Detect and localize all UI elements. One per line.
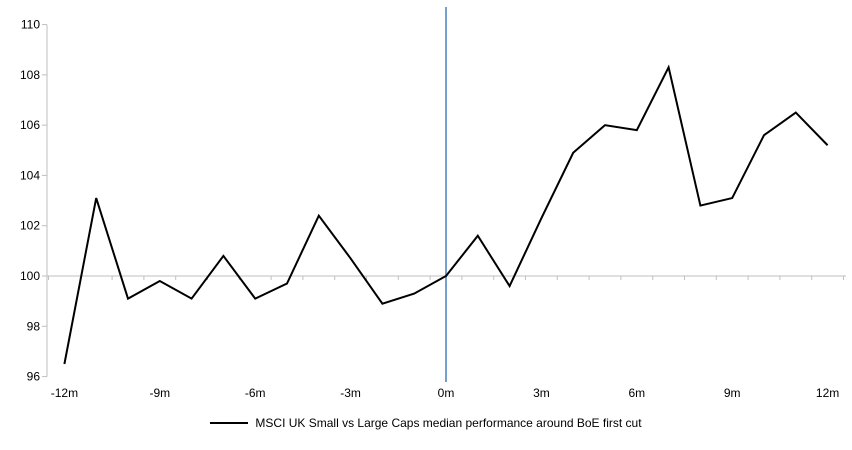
y-tick-label: 106 xyxy=(20,118,40,132)
y-tick-label: 98 xyxy=(27,319,41,333)
series-line xyxy=(63,64,829,365)
x-tick-label: 0m xyxy=(438,386,455,400)
y-tick-label: 100 xyxy=(20,269,40,283)
y-tick-label: 96 xyxy=(27,370,41,384)
x-tick-label: 6m xyxy=(628,386,645,400)
x-tick-label: -12m xyxy=(51,386,78,400)
legend: MSCI UK Small vs Large Caps median perfo… xyxy=(0,416,852,430)
y-tick-label: 104 xyxy=(20,168,40,182)
x-tick-label: 3m xyxy=(533,386,550,400)
legend-line-sample xyxy=(210,422,249,424)
y-tick-label: 108 xyxy=(20,68,40,82)
x-tick-label: 9m xyxy=(724,386,741,400)
legend-label: MSCI UK Small vs Large Caps median perfo… xyxy=(255,416,642,430)
y-tick-label: 102 xyxy=(20,219,40,233)
x-tick-label: 12m xyxy=(816,386,839,400)
y-tick-label: 110 xyxy=(21,18,40,32)
x-tick-label: -3m xyxy=(340,386,361,400)
x-tick-label: -6m xyxy=(245,386,266,400)
x-tick-label: -9m xyxy=(149,386,170,400)
